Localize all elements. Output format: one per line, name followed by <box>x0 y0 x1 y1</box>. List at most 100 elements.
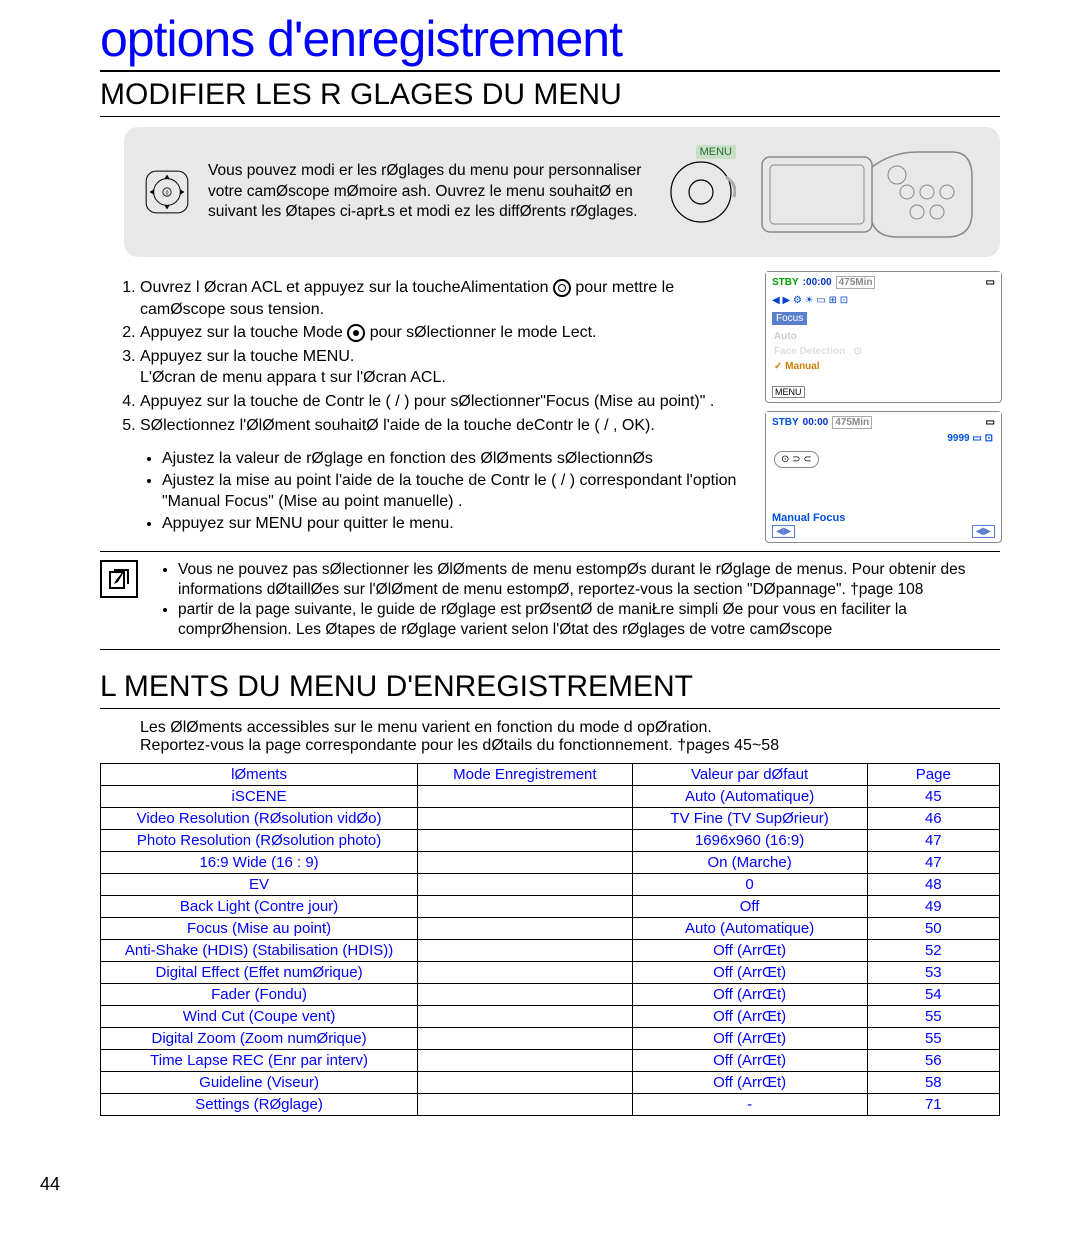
remaining-label: 475Min <box>836 276 876 289</box>
manual-row: ✓ Manual <box>766 359 1001 374</box>
step-2-text-a: Appuyez sur la touche Mode <box>140 324 347 341</box>
table-cell: Focus (Mise au point) <box>101 917 418 939</box>
lcd-screenshot-2: STBY 00:00 475Min ▭ 9999 ▭ ⊡ ⊙ ⊃ ⊂ Manua… <box>765 411 1002 543</box>
section2-description: Les ØlØments accessibles sur le menu var… <box>140 719 1000 755</box>
camcorder-icon <box>752 137 982 247</box>
left-arrow-icon: ◀▶ <box>772 525 795 538</box>
menu-label-badge: MENU <box>696 145 736 159</box>
table-row: iSCENEAuto (Automatique)45 <box>101 785 1000 807</box>
table-cell: 50 <box>867 917 999 939</box>
stby-label-2: STBY <box>772 417 799 428</box>
table-cell <box>418 895 632 917</box>
table-cell: Off (ArrŒt) <box>632 1005 867 1027</box>
svg-text:0: 0 <box>166 191 169 197</box>
sub-bullets: Ajustez la valeur de rØglage en fonction… <box>100 448 751 534</box>
table-cell <box>418 939 632 961</box>
table-cell <box>418 1071 632 1093</box>
table-cell <box>418 1027 632 1049</box>
table-cell: 0 <box>632 873 867 895</box>
table-cell: Fader (Fondu) <box>101 983 418 1005</box>
time-label-2: 00:00 <box>803 417 829 428</box>
table-cell: Guideline (Viseur) <box>101 1071 418 1093</box>
bullet-3: Appuyez sur MENU pour quitter le menu. <box>162 513 751 535</box>
table-cell <box>418 1093 632 1115</box>
table-cell: 16:9 Wide (16 : 9) <box>101 851 418 873</box>
count-label: 9999 ▭ ⊡ <box>766 433 1001 444</box>
step-1-text-a: Ouvrez l Øcran ACL et appuyez sur la tou… <box>140 279 553 296</box>
table-row: Digital Effect (Effet numØrique) Off (Arr… <box>101 961 1000 983</box>
power-icon <box>553 279 571 297</box>
menu-items-table: lØments Mode Enregistrement Valeur par d… <box>100 763 1000 1116</box>
intro-box: 0 Vous pouvez modi er les rØglages du me… <box>124 127 1000 257</box>
section-heading-2: L MENTS DU MENU D'ENREGISTREMENT <box>100 670 1000 709</box>
table-cell <box>418 807 632 829</box>
table-cell: 56 <box>867 1049 999 1071</box>
table-cell: Digital Effect (Effet numØrique) <box>101 961 418 983</box>
table-cell: Auto (Automatique) <box>632 917 867 939</box>
stby-label: STBY <box>772 277 799 288</box>
th-elements: lØments <box>101 763 418 785</box>
dpad-icon: 0 <box>142 167 192 217</box>
table-cell: - <box>632 1093 867 1115</box>
table-cell: Off (ArrŒt) <box>632 939 867 961</box>
lcd-screenshot-1: STBY :00:00 475Min ▭ ◀ ▶ ⚙ ☀ ▭ ⊞ ⊡ Focus… <box>765 271 1002 403</box>
auto-row: Auto <box>766 329 1001 344</box>
nav-pill: ⊙ ⊃ ⊂ <box>774 451 819 468</box>
intro-text: Vous pouvez modi er les rØglages du menu… <box>208 161 650 224</box>
table-cell: 71 <box>867 1093 999 1115</box>
table-row: 16:9 Wide (16 : 9)On (Marche)47 <box>101 851 1000 873</box>
th-page: Page <box>867 763 999 785</box>
note-block: Vous ne pouvez pas sØlectionner les ØlØm… <box>100 551 1000 650</box>
table-cell: 55 <box>867 1005 999 1027</box>
step-5: SØlectionnez l'ØlØment souhaitØ l'aide d… <box>140 415 751 437</box>
table-cell: 45 <box>867 785 999 807</box>
remaining-label-2: 475Min <box>832 416 872 429</box>
face-row: Face Detection ⊙ <box>766 344 1001 359</box>
table-row: Video Resolution (RØsolution vidØo) TV Fi… <box>101 807 1000 829</box>
table-cell: 1696x960 (16:9) <box>632 829 867 851</box>
table-cell: Time Lapse REC (Enr par interv) <box>101 1049 418 1071</box>
step-3: Appuyez sur la touche MENU. L'Øcran de m… <box>140 346 751 389</box>
step-1: Ouvrez l Øcran ACL et appuyez sur la tou… <box>140 277 751 320</box>
table-cell <box>418 961 632 983</box>
step-2: Appuyez sur la touche Mode pour sØlectio… <box>140 322 751 344</box>
table-cell: TV Fine (TV SupØrieur) <box>632 807 867 829</box>
th-default: Valeur par dØfaut <box>632 763 867 785</box>
page-title: options d'enregistrement <box>100 10 1000 72</box>
table-cell: Auto (Automatique) <box>632 785 867 807</box>
table-cell <box>418 983 632 1005</box>
table-cell: Video Resolution (RØsolution vidØo) <box>101 807 418 829</box>
focus-label: Focus <box>772 312 807 325</box>
table-cell: Off (ArrŒt) <box>632 1071 867 1093</box>
table-row: Guideline (Viseur) Off (ArrŒt)58 <box>101 1071 1000 1093</box>
table-row: Digital Zoom (Zoom numØrique)Off (ArrŒt)… <box>101 1027 1000 1049</box>
table-cell <box>418 829 632 851</box>
bullet-2: Ajustez la mise au point l'aide de la to… <box>162 470 751 513</box>
table-cell: Back Light (Contre jour) <box>101 895 418 917</box>
table-cell: Wind Cut (Coupe vent) <box>101 1005 418 1027</box>
table-cell: Off (ArrŒt) <box>632 961 867 983</box>
table-cell: 58 <box>867 1071 999 1093</box>
th-mode: Mode Enregistrement <box>418 763 632 785</box>
table-cell: Off (ArrŒt) <box>632 983 867 1005</box>
table-cell <box>418 873 632 895</box>
table-row: Anti-Shake (HDIS) (Stabilisation (HDIS))… <box>101 939 1000 961</box>
table-cell: 52 <box>867 939 999 961</box>
table-cell: 55 <box>867 1027 999 1049</box>
table-cell: Anti-Shake (HDIS) (Stabilisation (HDIS)) <box>101 939 418 961</box>
desc-line-2: Reportez-vous la page correspondante pou… <box>140 737 1000 755</box>
table-cell: Digital Zoom (Zoom numØrique) <box>101 1027 418 1049</box>
menu-btn-label: MENU <box>772 386 805 398</box>
page-number: 44 <box>40 1174 60 1195</box>
table-cell: 47 <box>867 829 999 851</box>
table-cell: Off <box>632 895 867 917</box>
desc-line-1: Les ØlØments accessibles sur le menu var… <box>140 719 1000 737</box>
table-row: Back Light (Contre jour) Off49 <box>101 895 1000 917</box>
manual-focus-label: Manual Focus <box>772 512 845 524</box>
step-3-text: Appuyez sur la touche MENU. <box>140 348 354 365</box>
step-2-text-b: pour sØlectionner le mode Lect. <box>370 324 597 341</box>
time-label: :00:00 <box>803 277 832 288</box>
table-row: EV048 <box>101 873 1000 895</box>
table-cell: 49 <box>867 895 999 917</box>
table-cell <box>418 1005 632 1027</box>
